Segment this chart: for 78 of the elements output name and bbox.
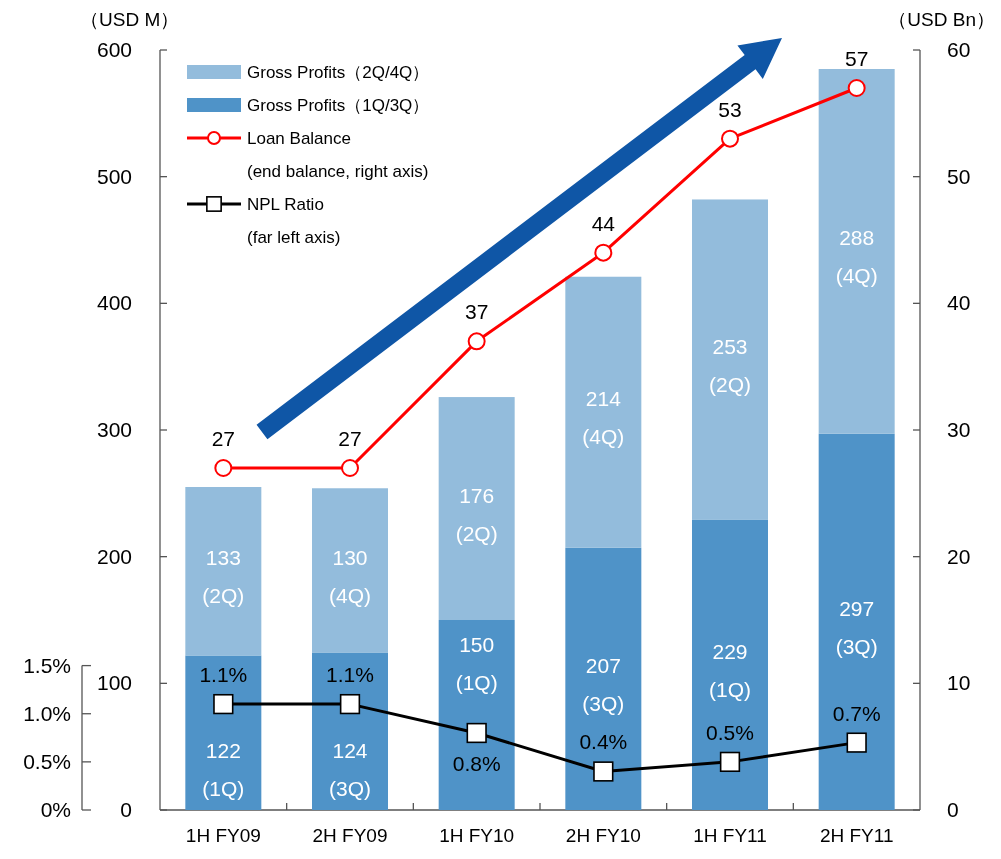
point (846, 732, 867, 753)
point (341, 459, 359, 477)
data-label: 133 (2Q) (202, 546, 245, 608)
y-tick-label: 300 (96, 418, 132, 441)
legend-label: Loan Balance (end balance, right axis) (247, 129, 429, 181)
point (593, 761, 614, 782)
bar (818, 69, 895, 434)
data-label: 1.1% (199, 663, 248, 687)
bar (312, 652, 388, 810)
y-axis-title: （USD M） (80, 9, 180, 30)
bar (438, 620, 515, 810)
x-tick-label: 1H FY09 (185, 825, 261, 846)
data-label: 297 (3Q) (835, 596, 878, 658)
x-tick-label: 2H FY11 (819, 825, 894, 846)
y-tick-label: 0 (120, 798, 132, 821)
data-label: 214 (4Q) (582, 387, 625, 449)
data-label: 44 (591, 211, 616, 235)
bar (312, 488, 388, 653)
point (719, 751, 741, 773)
y2-tick-label: 30 (947, 418, 971, 441)
bar (185, 655, 262, 810)
point (847, 79, 866, 97)
y2-tick-label: 50 (947, 164, 971, 188)
y3-tick-label: 0% (40, 798, 71, 821)
legend-label: NPL Ratio (far left axis) (247, 195, 341, 247)
data-label: 1.1% (326, 663, 374, 687)
point (339, 693, 361, 715)
y-tick-label: 100 (96, 671, 132, 695)
data-label: 53 (718, 97, 742, 121)
data-label: 27 (211, 427, 236, 450)
point (214, 459, 233, 477)
y3-tick-label: 0.5% (23, 749, 71, 773)
point (594, 243, 613, 262)
legend-label: Gross Profits（2Q/4Q） (247, 63, 430, 82)
y2-tick-label: 10 (947, 671, 971, 695)
x-tick-label: 2H FY09 (312, 825, 388, 846)
data-label: 0.5% (706, 720, 754, 744)
y3-tick-label: 1.5% (23, 653, 71, 677)
data-label: 176 (2Q) (455, 483, 498, 545)
legend-label: Gross Profits（1Q/3Q） (247, 96, 430, 115)
data-label: 57 (844, 47, 869, 70)
data-label: 253 (2Q) (709, 334, 751, 396)
bar (818, 433, 895, 810)
data-label: 130 (4Q) (329, 545, 371, 607)
data-label: 27 (338, 427, 362, 450)
data-label: 0.4% (579, 730, 628, 754)
y3-tick-label: 1.0% (23, 701, 71, 725)
point (213, 693, 234, 715)
x-tick-label: 1H FY11 (693, 825, 767, 846)
bar (692, 519, 768, 810)
bar (565, 276, 642, 548)
data-label: 37 (464, 300, 489, 324)
y-tick-label: 200 (96, 544, 132, 568)
y2-tick-label: 40 (947, 291, 971, 315)
data-label: 0.8% (452, 751, 501, 775)
data-label: 124 (3Q) (329, 739, 371, 801)
bar (185, 487, 262, 656)
y-tick-label: 400 (96, 291, 132, 315)
data-label: 150 (1Q) (455, 632, 498, 694)
point (467, 332, 486, 351)
data-label: 122 (1Q) (202, 739, 245, 801)
point (721, 129, 739, 148)
data-label: 0.7% (832, 701, 881, 725)
bar (692, 199, 768, 520)
x-tick-label: 2H FY10 (565, 825, 641, 846)
data-label: 229 (1Q) (709, 639, 751, 701)
y-tick-label: 500 (96, 164, 132, 188)
y2-tick-label: 60 (947, 38, 971, 61)
y2-axis-title: （USD Bn） (888, 9, 995, 30)
y2-tick-label: 0 (947, 798, 959, 821)
y2-tick-label: 20 (947, 544, 971, 568)
x-tick-label: 1H FY10 (439, 825, 515, 846)
y-tick-label: 600 (96, 38, 132, 61)
data-label: 288 (4Q) (835, 226, 878, 288)
bar (438, 397, 515, 620)
point (466, 722, 487, 744)
data-label: 207 (3Q) (582, 653, 625, 715)
bar (565, 547, 642, 810)
